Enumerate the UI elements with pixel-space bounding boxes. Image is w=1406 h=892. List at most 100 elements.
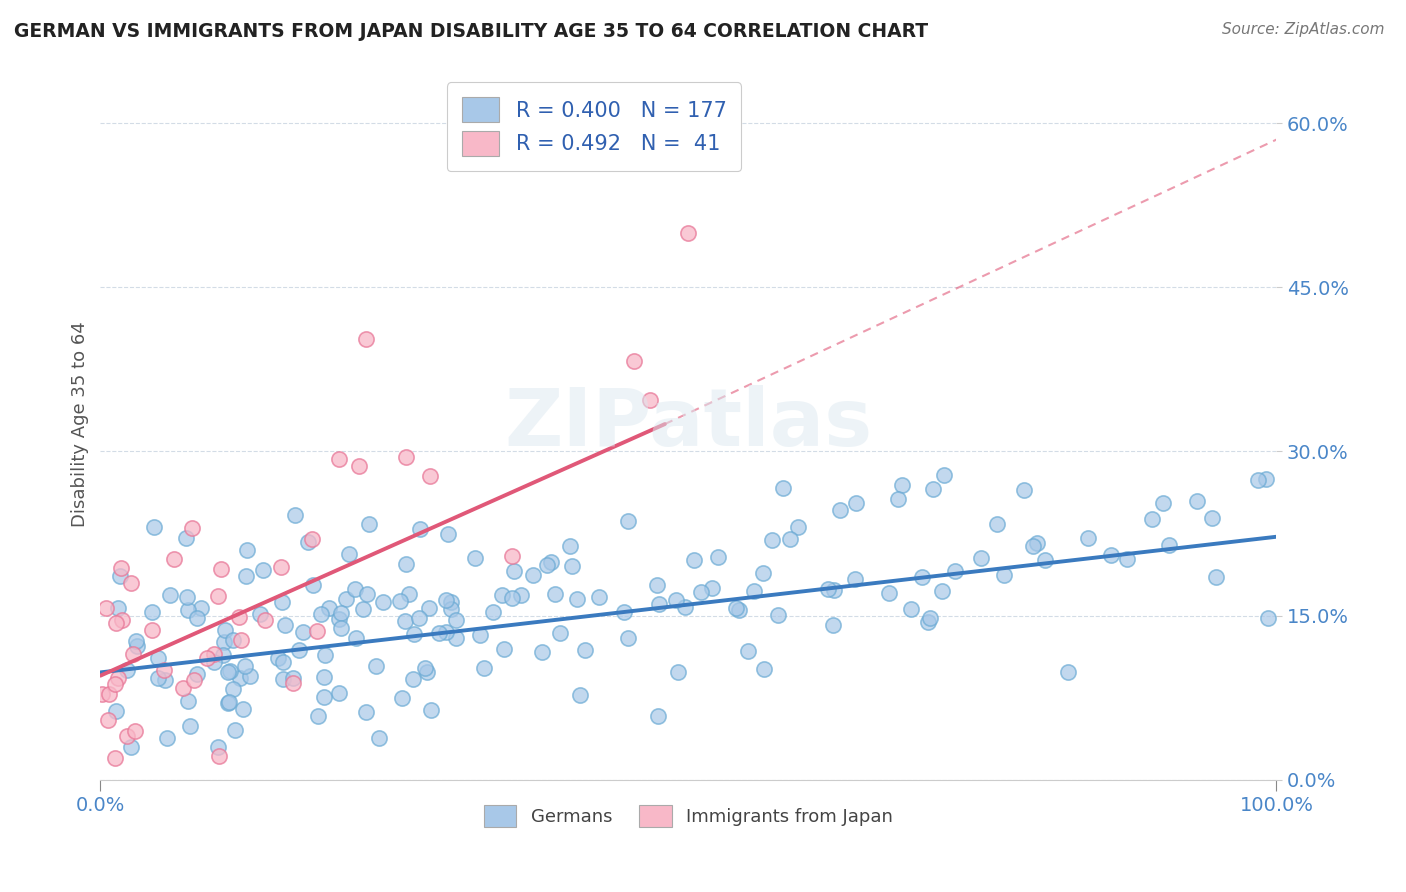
Point (1254, 472, 1277, 486)
Point (214, 635, 236, 649)
Point (159, 588, 181, 602)
Point (207, 739, 229, 754)
Point (648, 597, 671, 611)
Point (352, 602, 374, 616)
Point (844, 573, 866, 587)
Point (501, 549, 523, 563)
Point (181, 521, 204, 535)
Point (153, 673, 176, 687)
Point (911, 570, 934, 584)
Point (544, 586, 567, 600)
Point (356, 587, 378, 601)
Point (434, 592, 457, 607)
Point (768, 608, 790, 623)
Point (408, 611, 430, 625)
Point (418, 601, 440, 615)
Point (1026, 535, 1049, 549)
Point (231, 633, 253, 648)
Point (202, 655, 225, 669)
Point (828, 503, 851, 517)
Point (761, 533, 783, 547)
Point (120, 739, 142, 754)
Point (314, 670, 336, 684)
Point (177, 693, 200, 707)
Point (146, 671, 169, 685)
Point (1201, 511, 1223, 525)
Point (155, 731, 177, 745)
Point (1157, 538, 1180, 552)
Point (104, 677, 127, 691)
Point (104, 750, 127, 764)
Point (665, 592, 688, 607)
Point (127, 639, 149, 653)
Point (224, 723, 246, 738)
Point (1205, 570, 1227, 584)
Point (307, 709, 329, 723)
Point (329, 607, 352, 621)
Point (434, 625, 457, 640)
Point (291, 625, 314, 640)
Point (297, 534, 319, 549)
Point (1033, 552, 1056, 566)
Point (540, 555, 562, 569)
Point (110, 561, 132, 575)
Point (845, 496, 868, 510)
Point (217, 696, 239, 710)
Point (613, 606, 636, 620)
Point (343, 582, 366, 596)
Point (222, 681, 245, 696)
Point (1099, 548, 1122, 562)
Point (678, 226, 700, 240)
Point (270, 560, 292, 574)
Point (221, 633, 243, 648)
Point (700, 581, 723, 595)
Point (218, 695, 240, 709)
Text: GERMAN VS IMMIGRANTS FROM JAPAN DISABILITY AGE 35 TO 64 CORRELATION CHART: GERMAN VS IMMIGRANTS FROM JAPAN DISABILI… (14, 22, 928, 41)
Point (209, 562, 232, 576)
Point (522, 567, 544, 582)
Point (190, 600, 212, 615)
Point (391, 691, 413, 706)
Point (217, 665, 239, 679)
Point (301, 532, 323, 546)
Point (752, 662, 775, 676)
Point (574, 643, 596, 657)
Point (494, 642, 516, 657)
Point (186, 611, 208, 625)
Point (558, 540, 581, 554)
Point (638, 392, 661, 407)
Point (309, 607, 332, 621)
Point (208, 749, 231, 764)
Point (202, 647, 225, 661)
Point (253, 614, 276, 628)
Point (344, 631, 367, 645)
Point (176, 590, 198, 604)
Point (1257, 611, 1279, 625)
Point (153, 664, 176, 678)
Point (105, 615, 128, 630)
Point (281, 671, 304, 685)
Point (124, 724, 146, 739)
Point (427, 626, 450, 640)
Point (172, 681, 194, 695)
Point (419, 703, 441, 717)
Point (887, 491, 910, 506)
Point (163, 552, 186, 566)
Text: ZIPatlas: ZIPatlas (505, 385, 873, 463)
Point (440, 602, 463, 616)
Point (211, 648, 233, 662)
Point (219, 664, 242, 678)
Point (491, 588, 513, 602)
Point (252, 563, 274, 577)
Point (752, 566, 775, 580)
Point (444, 613, 467, 627)
Point (235, 569, 257, 583)
Point (179, 719, 201, 733)
Point (567, 592, 589, 607)
Point (1142, 512, 1164, 526)
Point (823, 582, 845, 597)
Point (395, 450, 418, 465)
Point (186, 667, 208, 681)
Point (176, 603, 198, 617)
Point (444, 632, 467, 646)
